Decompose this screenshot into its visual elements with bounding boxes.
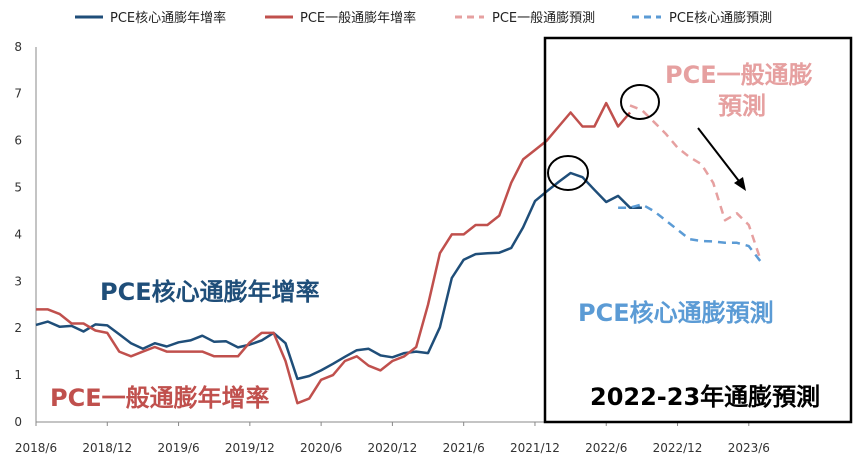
- x-tick-label: 2018/6: [15, 441, 57, 455]
- x-tick-label: 2019/6: [157, 441, 199, 455]
- legend-label-headline-actual: PCE一般通膨年增率: [300, 10, 416, 26]
- annotation-headline-forecast-line1: PCE一般通膨: [665, 61, 813, 89]
- y-tick-label: 4: [14, 227, 22, 241]
- headline-peak-circle: [620, 84, 660, 120]
- downtrend-arrow: [697, 127, 746, 191]
- y-tick-label: 5: [14, 181, 22, 195]
- annotation-box-title: 2022-23年通膨預測: [590, 383, 820, 411]
- series-line-1: [36, 101, 631, 405]
- x-tick-label: 2018/12: [82, 441, 132, 455]
- y-tick-label: 3: [14, 274, 22, 288]
- annotation-core-forecast: PCE核心通膨預測: [578, 299, 774, 327]
- y-tick-label: 6: [14, 134, 22, 148]
- x-tick-label: 2021/6: [443, 441, 485, 455]
- annotation-core-actual: PCE核心通膨年增率: [100, 278, 320, 306]
- y-tick-label: 2: [14, 321, 22, 335]
- forecast-box: [543, 36, 853, 424]
- y-tick-label: 0: [14, 415, 22, 429]
- x-tick-labels: 2018/6 2018/12 2019/6 2019/12 2020/6 2020/12 2…: [15, 422, 770, 455]
- legend: PCE核心通膨年增率 PCE一般通膨年增率 PCE一般通膨預測 PCE核心通膨預…: [75, 10, 772, 26]
- x-tick-label: 2020/6: [300, 441, 342, 455]
- x-tick-label: 2022/12: [653, 441, 703, 455]
- annotation-headline-forecast-line2: 預測: [718, 92, 766, 120]
- series-line-2: [629, 104, 762, 261]
- series-line-3: [618, 203, 762, 263]
- legend-label-headline-forecast: PCE一般通膨預測: [492, 10, 595, 26]
- x-tick-label: 2020/12: [367, 441, 417, 455]
- legend-label-core-forecast: PCE核心通膨預測: [669, 11, 772, 26]
- series-layer: [35, 101, 762, 405]
- annotation-headline-actual: PCE一般通膨年增率: [50, 384, 270, 412]
- x-tick-label: 2023/6: [728, 441, 770, 455]
- series-line-0: [35, 171, 642, 381]
- x-tick-label: 2019/12: [225, 441, 275, 455]
- core-peak-circle: [547, 155, 589, 191]
- y-tick-labels: 0 1 2 3 4 5 6 7 8: [14, 40, 22, 429]
- x-tick-label: 2022/6: [585, 441, 627, 455]
- y-tick-label: 1: [14, 368, 22, 382]
- x-tick-label: 2021/12: [510, 441, 560, 455]
- y-tick-label: 7: [14, 87, 22, 101]
- axes: 0 1 2 3 4 5 6 7 8 2018/6 2018/12 2019/6 2019/12 2020…: [14, 40, 790, 455]
- legend-label-core-actual: PCE核心通膨年增率: [110, 10, 226, 26]
- y-tick-label: 8: [14, 40, 22, 54]
